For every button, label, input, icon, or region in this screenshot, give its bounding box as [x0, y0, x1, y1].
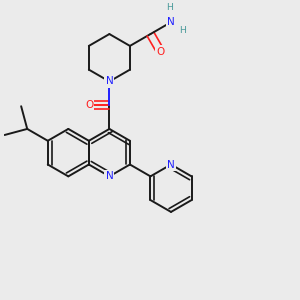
Text: H: H: [166, 3, 173, 12]
Text: H: H: [179, 26, 186, 35]
Text: O: O: [156, 46, 165, 56]
Text: O: O: [85, 100, 93, 110]
Text: N: N: [106, 171, 113, 182]
Text: N: N: [167, 17, 175, 27]
Text: N: N: [167, 160, 175, 170]
Text: N: N: [106, 76, 113, 86]
